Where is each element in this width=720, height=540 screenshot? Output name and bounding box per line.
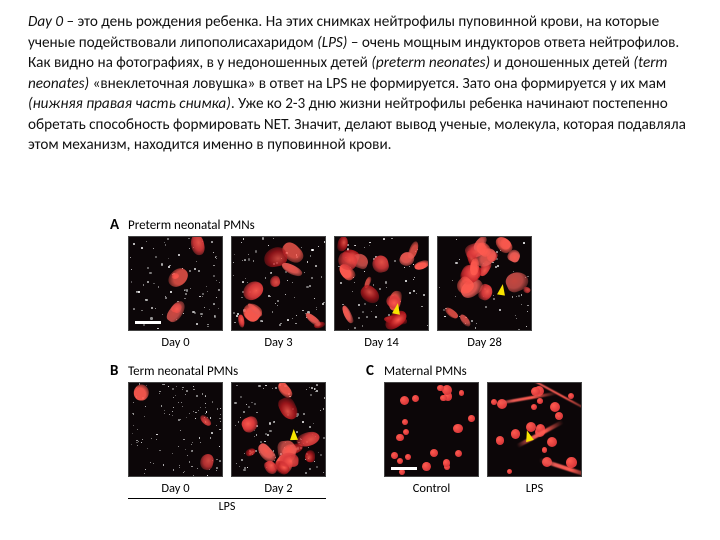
label: Day 0 [128,481,223,496]
panel-b-group-label: LPS [128,498,326,514]
panel-b-labels: Day 0 Day 2 [128,481,326,496]
label: Day 2 [231,481,326,496]
scale-bar [135,321,161,324]
panel-a-images [128,236,532,331]
micrograph [437,236,532,331]
label: LPS [487,481,582,496]
label: Day 0 [128,335,223,350]
micrograph [231,382,326,477]
label: Day 3 [231,335,326,350]
micrograph [487,382,582,477]
label: Day 28 [437,335,532,350]
txt: «внеклеточная ловушка» в ответ на LPS не… [89,75,666,93]
micrograph [128,382,223,477]
txt: и доношенных детей [490,54,633,72]
panel-a-labels: Day 0 Day 3 Day 14 Day 28 [128,335,532,350]
panel-letter-b: B [110,362,128,380]
panel-a-title: Preterm neonatal PMNs [128,218,532,233]
panel-letter-c: C [366,362,384,380]
txt: Day 0 [28,13,63,31]
label: Day 14 [334,335,429,350]
panel-b-images [128,382,326,477]
panel-b-title: Term neonatal PMNs [128,364,326,379]
scale-bar [391,467,417,470]
label: Control [384,481,479,496]
panel-c: C Maternal PMNs Control LPS [366,364,582,514]
panel-a: A Preterm neonatal PMNs Day 0 Day 3 Day … [110,218,630,350]
txt: (нижняя правая часть снимка) [28,95,231,113]
panel-c-title: Maternal PMNs [384,364,582,379]
micrograph [231,236,326,331]
panel-b: B Term neonatal PMNs Day 0 Day 2 LPS [110,364,326,514]
panel-c-labels: Control LPS [384,481,582,496]
micrograph [128,236,223,331]
description-paragraph: Day 0 – это день рождения ребенка. На эт… [28,12,692,156]
txt: (preterm neonates) [371,54,490,72]
indicator-arrow-icon [497,283,507,295]
panel-c-images [384,382,582,477]
panel-letter-a: A [110,216,128,234]
indicator-arrow-icon [290,429,298,440]
micrograph [384,382,479,477]
micrograph [334,236,429,331]
txt: (LPS) [317,34,347,52]
figure: A Preterm neonatal PMNs Day 0 Day 3 Day … [110,218,630,514]
